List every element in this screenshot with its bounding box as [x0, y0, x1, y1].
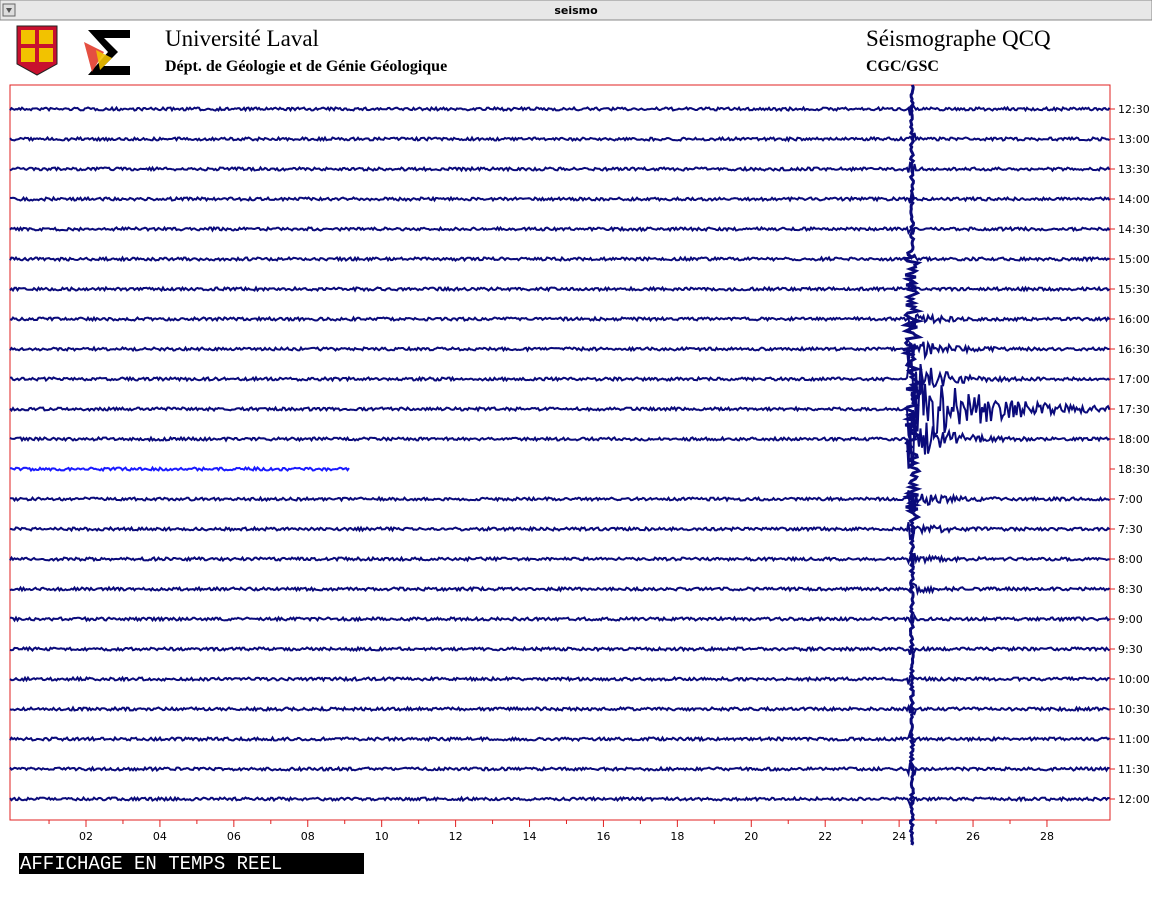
- row-label: 7:00: [1118, 493, 1143, 506]
- row-label: 14:00: [1118, 193, 1150, 206]
- trace: [9, 192, 1111, 204]
- window-title: seismo: [554, 4, 598, 17]
- x-tick-label: 02: [79, 830, 93, 843]
- row-label: 9:30: [1118, 643, 1143, 656]
- trace: [9, 375, 1111, 441]
- x-tick-label: 18: [670, 830, 684, 843]
- x-tick-label: 12: [449, 830, 463, 843]
- row-label: 17:30: [1118, 403, 1150, 416]
- trace: [9, 281, 1111, 293]
- row-label: 8:30: [1118, 583, 1143, 596]
- station-name: Séismographe QCQ: [866, 26, 1051, 51]
- status-text: AFFICHAGE EN TEMPS REEL: [20, 853, 282, 875]
- row-label: 15:00: [1118, 253, 1150, 266]
- x-tick-label: 20: [744, 830, 758, 843]
- trace: [9, 340, 1110, 366]
- row-label: 18:00: [1118, 433, 1150, 446]
- trace: [9, 674, 1110, 685]
- trace: [9, 795, 1110, 808]
- x-tick-label: 24: [892, 830, 906, 843]
- trace: [9, 225, 1111, 235]
- status-bg: [19, 853, 364, 874]
- plot-frame: [9, 84, 1111, 821]
- row-label: 8:00: [1118, 553, 1143, 566]
- row-label: 18:30: [1118, 463, 1150, 476]
- trace: [9, 102, 1111, 116]
- x-tick-label: 16: [596, 830, 610, 843]
- trace: [9, 645, 1111, 659]
- university-name: Université Laval: [165, 26, 319, 51]
- department-name: Dépt. de Géologie et de Génie Géologique: [165, 58, 447, 75]
- laval-logo: [16, 25, 58, 76]
- trace: [9, 253, 1110, 263]
- row-label: 13:30: [1118, 163, 1150, 176]
- row-label: 14:30: [1118, 223, 1150, 236]
- trace: [9, 612, 1111, 624]
- trace: [9, 161, 1111, 173]
- row-label: 17:00: [1118, 373, 1150, 386]
- trace: [9, 582, 1111, 597]
- x-tick-label: 14: [523, 830, 537, 843]
- row-label: 12:00: [1118, 793, 1150, 806]
- trace: [9, 312, 1111, 332]
- earthquake-trace: [900, 84, 925, 846]
- row-label: 10:30: [1118, 703, 1150, 716]
- trace: [10, 490, 1111, 513]
- row-label: 15:30: [1118, 283, 1150, 296]
- trace: [9, 419, 1111, 469]
- row-label: 16:30: [1118, 343, 1150, 356]
- row-label: 12:30: [1118, 103, 1150, 116]
- row-label: 11:00: [1118, 733, 1150, 746]
- row-label: 13:00: [1118, 133, 1150, 146]
- trace: [9, 552, 1110, 569]
- x-tick-label: 26: [966, 830, 980, 843]
- row-label: 11:30: [1118, 763, 1150, 776]
- traces: [9, 84, 1111, 846]
- row-label: 9:00: [1118, 613, 1143, 626]
- trace: [9, 762, 1110, 778]
- sigma-logo: [84, 30, 130, 75]
- row-label: 10:00: [1118, 673, 1150, 686]
- trace: [9, 522, 1111, 541]
- trace: [9, 703, 1110, 716]
- x-tick-label: 08: [301, 830, 315, 843]
- title-bar: [0, 0, 1152, 21]
- x-tick-label: 28: [1040, 830, 1054, 843]
- menu-arrow: [6, 8, 12, 13]
- x-tick-label: 04: [153, 830, 167, 843]
- trace: [10, 465, 350, 473]
- trace: [9, 132, 1110, 143]
- x-tick-label: 10: [375, 830, 389, 843]
- trace: [10, 359, 1111, 403]
- trace: [9, 729, 1111, 743]
- row-label: 16:00: [1118, 313, 1150, 326]
- x-tick-label: 22: [818, 830, 832, 843]
- agency-name: CGC/GSC: [866, 58, 939, 75]
- row-label: 7:30: [1118, 523, 1143, 536]
- x-tick-label: 06: [227, 830, 241, 843]
